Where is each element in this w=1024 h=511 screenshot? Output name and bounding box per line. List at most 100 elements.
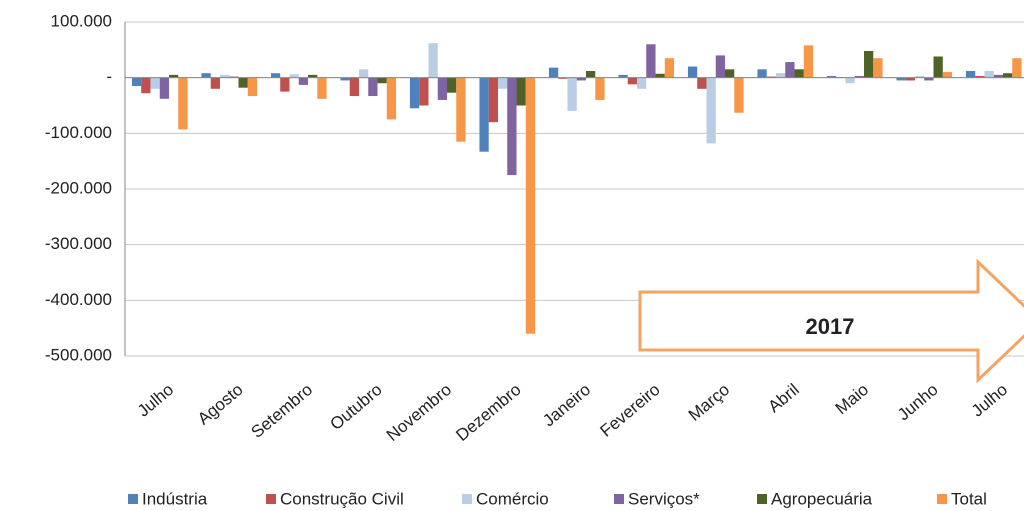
x-tick-label: Setembro [248, 380, 317, 442]
bar [706, 77, 716, 144]
bar [548, 67, 559, 78]
arrow [638, 258, 1024, 384]
bar [933, 56, 943, 78]
x-tick-label: Julho [134, 380, 177, 421]
bar [646, 44, 656, 78]
legend-label: Serviços* [628, 489, 700, 508]
bar [864, 50, 874, 78]
bar [627, 77, 637, 85]
x-tick-label: Abril [764, 380, 802, 416]
bar [497, 77, 508, 89]
bar [178, 77, 188, 130]
x-tick-label: Fevereiro [596, 380, 663, 441]
bar [280, 77, 290, 92]
bar [317, 77, 327, 99]
bar [558, 77, 568, 79]
legend-label: Construção Civil [280, 489, 404, 508]
y-tick-label: -500.000 [45, 345, 112, 364]
bar [308, 74, 318, 78]
bar [349, 77, 359, 97]
x-tick-label: Dezembro [452, 380, 524, 445]
bar [150, 77, 160, 89]
legend-swatch [757, 494, 767, 504]
bar [386, 77, 397, 120]
x-tick-label: Outubro [326, 380, 385, 434]
bar [576, 77, 587, 81]
y-tick-label: 100.000 [51, 11, 112, 30]
bar [845, 77, 855, 84]
bar [169, 74, 179, 78]
bar [238, 77, 248, 88]
bar [595, 77, 605, 100]
legend-label: Indústria [142, 489, 208, 508]
bar [766, 76, 776, 78]
bar [715, 55, 726, 78]
y-tick-label: -300.000 [45, 234, 112, 253]
bar [516, 77, 526, 106]
x-tick-label: Junho [894, 380, 942, 424]
bar [965, 70, 976, 78]
bar [437, 77, 448, 100]
legend-swatch [462, 494, 472, 504]
bar [141, 77, 151, 94]
legend-label: Comércio [476, 489, 549, 508]
legend-swatch [614, 494, 624, 504]
bar [131, 77, 142, 87]
bar [507, 77, 517, 176]
x-tick-label: Agosto [194, 380, 247, 429]
legend-swatch [128, 494, 138, 504]
bar [975, 75, 985, 78]
bar [1003, 73, 1013, 78]
bar [586, 70, 596, 78]
legend-swatch [266, 494, 276, 504]
bar [905, 77, 915, 81]
bar [993, 74, 1004, 78]
bar [803, 45, 814, 78]
bar [734, 77, 744, 113]
bar [1012, 58, 1022, 78]
bar [854, 75, 865, 78]
bar [428, 43, 438, 78]
bar [247, 77, 258, 97]
y-tick-label: -100.000 [45, 123, 112, 142]
bar [447, 77, 457, 93]
bar [479, 77, 489, 152]
bar [567, 77, 577, 112]
x-tick-label: Janeiro [539, 380, 594, 430]
bar [785, 62, 795, 78]
bar [794, 69, 804, 78]
bar [409, 77, 420, 109]
bar [419, 77, 429, 106]
bar [655, 73, 665, 78]
bar [725, 69, 735, 78]
bar [289, 74, 299, 78]
y-tick-label: -200.000 [45, 178, 112, 197]
x-tick-label: Março [685, 380, 733, 425]
bar [697, 77, 707, 89]
bar [488, 77, 498, 123]
x-tick-label: Maio [832, 380, 872, 418]
bar [340, 77, 350, 81]
bar [896, 77, 906, 81]
bar [924, 77, 934, 81]
bar [201, 73, 211, 78]
y-tick-label: -400.000 [45, 290, 112, 309]
bar [270, 73, 281, 78]
x-tick-label: Novembro [383, 380, 455, 445]
bar [984, 70, 994, 78]
y-tick-label: - [106, 67, 112, 86]
legend-label: Agropecuária [771, 489, 873, 508]
bar [775, 73, 786, 78]
bar [826, 75, 837, 78]
bar [914, 75, 925, 78]
legend-label: Total [951, 489, 987, 508]
bar [298, 77, 309, 85]
x-tick-label: Julho [968, 380, 1011, 421]
bar [377, 77, 387, 84]
bar [873, 58, 883, 78]
bar [618, 74, 628, 78]
bar [219, 74, 230, 78]
bar [210, 77, 220, 89]
bar [159, 77, 170, 99]
